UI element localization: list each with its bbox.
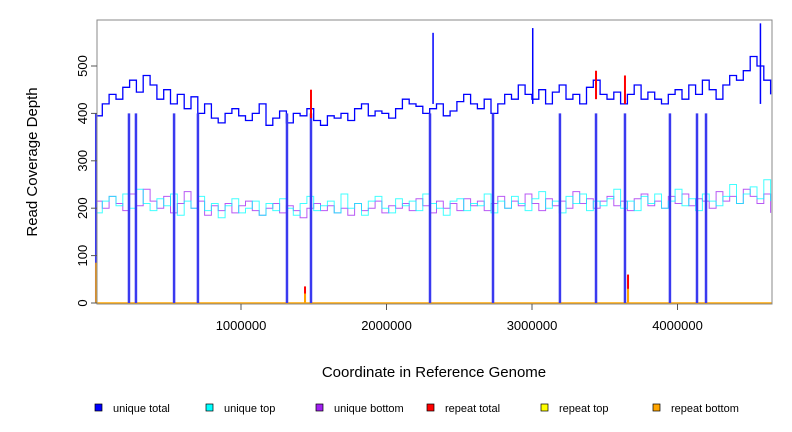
legend-swatch bbox=[652, 403, 661, 412]
axes: 0 100 200 300 400 500 1000000 2000000 3000000 400… bbox=[75, 55, 703, 333]
series-line-unique-top bbox=[95, 179, 772, 219]
legend-label: unique top bbox=[224, 403, 275, 415]
legend-swatch bbox=[205, 403, 214, 412]
legend-swatch bbox=[540, 403, 549, 412]
legend-label: unique bottom bbox=[334, 403, 404, 415]
y-axis-label: Read Coverage Depth bbox=[24, 87, 41, 236]
legend-label: repeat total bbox=[445, 403, 500, 415]
legend: unique total unique top unique bottom repea… bbox=[94, 403, 739, 415]
y-tick-label: 400 bbox=[75, 103, 90, 125]
x-tick-label: 3000000 bbox=[507, 318, 558, 333]
y-tick-label: 300 bbox=[75, 150, 90, 172]
plot-frame bbox=[96, 19, 773, 305]
y-tick-label: 0 bbox=[75, 299, 90, 306]
y-tick-label: 500 bbox=[75, 55, 90, 77]
legend-label: unique total bbox=[113, 403, 170, 415]
legend-swatch bbox=[94, 403, 103, 412]
x-tick-label: 1000000 bbox=[216, 318, 267, 333]
legend-label: repeat bottom bbox=[671, 403, 739, 415]
x-axis-label: Coordinate in Reference Genome bbox=[322, 364, 546, 381]
x-tick-label: 4000000 bbox=[652, 318, 703, 333]
legend-swatch bbox=[426, 403, 435, 412]
y-tick-label: 100 bbox=[75, 245, 90, 267]
plot-area bbox=[94, 23, 772, 304]
legend-label: repeat top bbox=[559, 403, 609, 415]
y-tick-label: 200 bbox=[75, 197, 90, 219]
legend-swatch bbox=[315, 403, 324, 412]
x-tick-label: 2000000 bbox=[361, 318, 412, 333]
series-line-unique-total bbox=[95, 55, 772, 126]
